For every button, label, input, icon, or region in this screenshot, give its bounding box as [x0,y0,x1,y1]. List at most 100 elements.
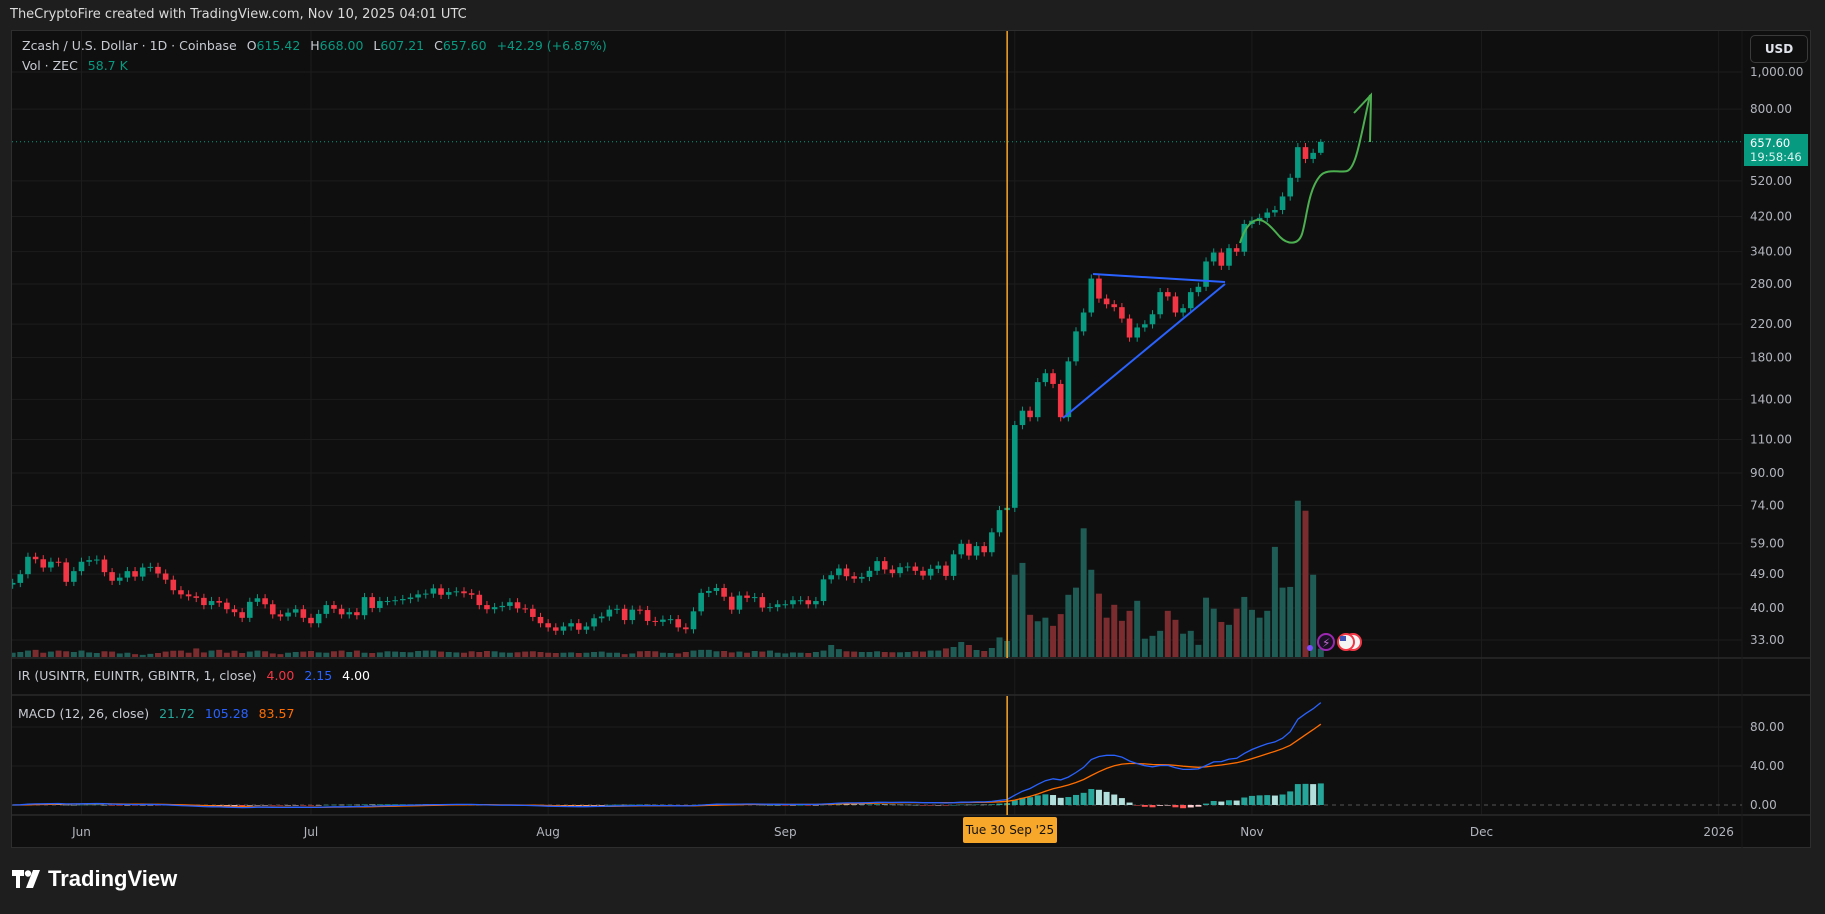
volume-bar [40,652,47,657]
macd-histogram-bar [1172,805,1179,808]
volume-bar [208,650,215,657]
candle-body [178,590,184,595]
volume-bar [384,651,391,657]
macd-histogram-bar [606,804,613,806]
candle-body [94,559,100,561]
candle-body [1019,410,1026,426]
symbol-title[interactable]: Zcash / U.S. Dollar · 1D · Coinbase [22,38,237,53]
candle-body [392,600,398,602]
candle-body [897,567,903,574]
macd-histogram-bar [851,804,858,805]
volume-bar [1011,574,1018,657]
tradingview-logo[interactable]: TradingView [12,866,177,892]
macd-histogram-bar [384,804,391,805]
volume-bar [1103,617,1110,657]
candle-body [55,561,62,563]
candle-body [1027,410,1033,418]
volume-bar [889,652,896,657]
macd-histogram-bar [1187,805,1194,808]
candle-body [1195,286,1202,293]
volume-bar [1287,586,1294,657]
us-flag-canton [1340,636,1346,641]
candle-body [851,576,857,579]
macd-histogram-bar [1111,794,1118,805]
candle-body [545,623,551,628]
volume-bar [675,653,682,657]
candle-body [1233,248,1240,252]
candle-body [660,619,666,622]
price-axis-label: 280.00 [1750,277,1792,291]
macd-histogram-bar [636,804,643,806]
candle-body [25,556,31,575]
volume-bar [698,649,705,657]
macd-histogram-bar [392,804,399,805]
candle-body [644,610,651,621]
candle-body [1295,147,1301,178]
candle-body [155,566,161,574]
volume-bar [797,652,804,657]
volume-bar [1065,594,1072,657]
time-axis-label: Nov [1240,825,1263,839]
volume-bar [812,651,819,657]
macd-histogram-bar [575,805,582,806]
volume-bar [866,651,873,657]
macd-histogram-bar [973,804,980,806]
macd-legend[interactable]: MACD (12, 26, close) 21.72 105.28 83.57 [18,706,294,721]
macd-histogram-bar [1042,794,1049,805]
macd-histogram-bar [1103,791,1110,805]
volume-legend[interactable]: Vol · ZEC 58.7 K [22,58,128,73]
ir-legend[interactable]: IR (USINTR, EUINTR, GBINTR, 1, close) 4.… [18,668,370,683]
macd-histogram-bar [239,805,246,806]
volume-bar [1095,593,1102,657]
candle-body [950,554,957,576]
volume-bar [1118,620,1125,657]
candle-body [859,576,865,579]
macd-signal-value: 83.57 [258,706,295,721]
volume-bar [116,653,123,657]
macd-histogram-bar [1011,800,1018,805]
volume-bar [774,652,781,657]
macd-indicator [12,702,1324,809]
macd-histogram-bar [591,805,598,806]
volume-bar [254,650,261,657]
candle-body [193,596,200,598]
candle-body [185,594,192,597]
macd-histogram-bar [583,805,590,806]
volume-bar [461,652,467,657]
candle-body [560,626,567,631]
candle-body [935,565,942,569]
volume-bar [1050,625,1057,657]
volume-bar [369,652,376,657]
volume-bar [568,652,575,657]
macd-histogram-bar [1317,783,1324,805]
macd-histogram-bar [1073,794,1079,805]
volume-bar [139,654,146,657]
volume-bar [468,651,475,657]
volume-bar [858,651,865,657]
volume-bar [537,651,544,657]
candle-body [836,568,842,576]
macd-histogram-bar [1226,800,1232,805]
macd-histogram-bar [231,805,238,806]
lightning-glyph: ⚡ [1322,636,1330,650]
currency-button[interactable]: USD [1750,35,1808,63]
volume-bar [614,652,620,657]
candle-body [1119,307,1125,319]
candle-body [63,562,69,582]
ir-value-us: 4.00 [266,668,295,683]
candle-body [598,616,605,619]
macd-histogram-bar [598,805,605,806]
candle-body [139,567,146,577]
candle-body [629,609,636,621]
candle-body [1042,373,1049,383]
candle-body [797,600,804,602]
symbol-legend[interactable]: Zcash / U.S. Dollar · 1D · Coinbase O615… [22,38,607,53]
macd-histogram-bar [292,805,299,806]
volume-bar [445,651,452,657]
macd-histogram-bar [889,804,896,806]
volume-bar [522,651,529,657]
candle-body [484,605,490,610]
macd-histogram-bar [277,805,284,806]
candle-body [820,579,827,602]
